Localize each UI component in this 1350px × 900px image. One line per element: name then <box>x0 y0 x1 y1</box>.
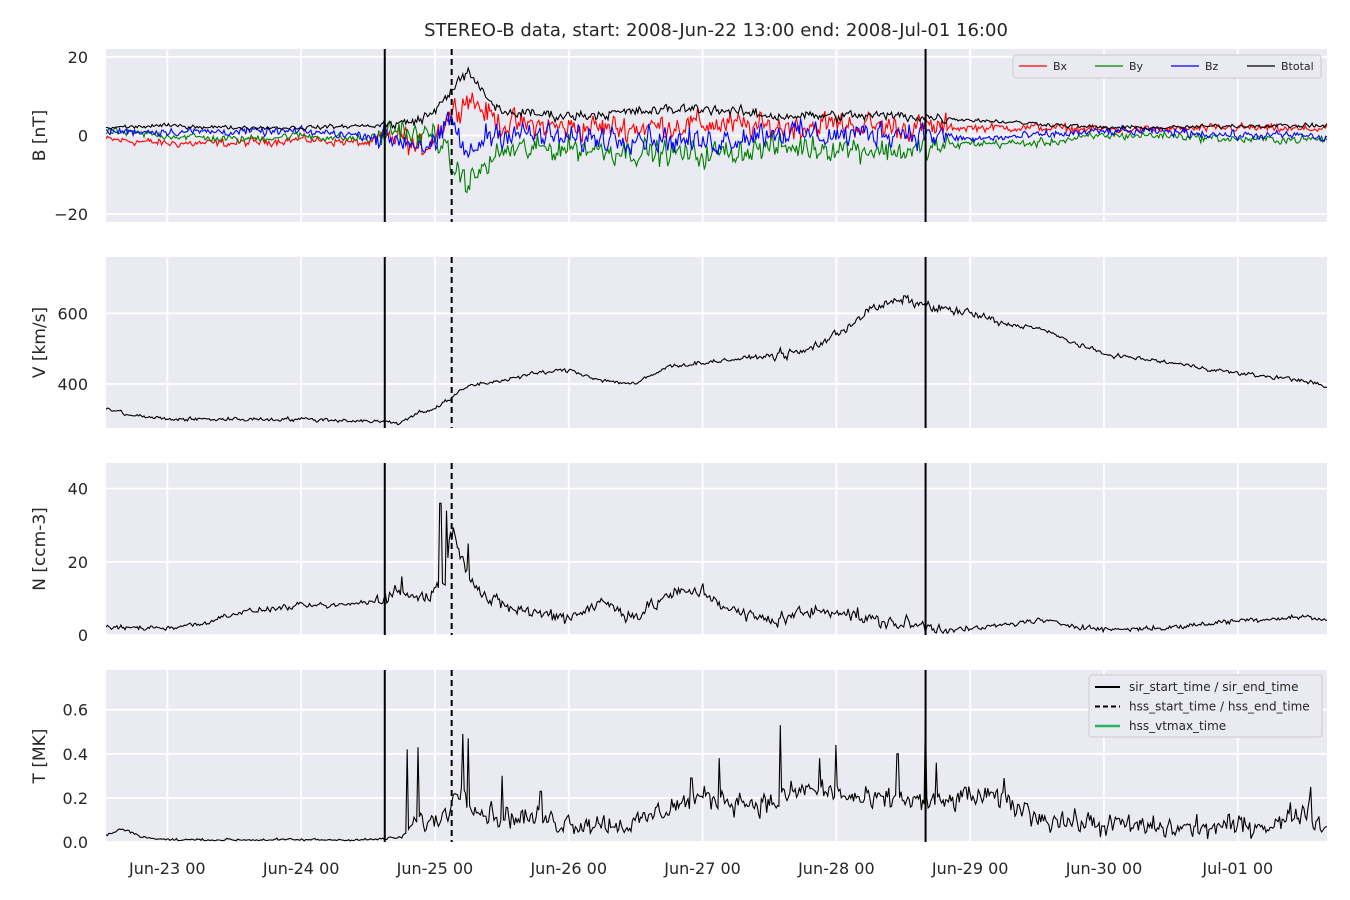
y-axis-label: V [km/s] <box>30 307 50 378</box>
y-tick-label: 600 <box>57 304 88 323</box>
y-tick-label: 0 <box>78 626 88 645</box>
legend-label: Btotal <box>1281 60 1314 73</box>
x-tick-label: Jun-25 00 <box>396 859 474 878</box>
y-tick-label: 0.2 <box>63 789 88 808</box>
panel-magnetic_field: −20 0 20 B [nT] Bx By Bz Btotal <box>30 48 1327 224</box>
legend-label: Bz <box>1205 60 1219 73</box>
x-tick-label: Jun-28 00 <box>797 859 875 878</box>
y-tick-label: 20 <box>68 553 88 572</box>
series-line-density <box>106 502 1327 635</box>
y-tick-label: 0.6 <box>63 701 88 720</box>
series-line-speed <box>106 294 1327 426</box>
series-line-by <box>106 120 1327 194</box>
x-tick-label: Jun-24 00 <box>262 859 340 878</box>
y-axis-label: T [MK] <box>30 729 50 785</box>
x-tick-label: Jun-29 00 <box>931 859 1009 878</box>
y-tick-label: 20 <box>68 48 88 67</box>
y-tick-label: 0.0 <box>63 833 88 852</box>
legend-label: Bx <box>1053 60 1068 73</box>
y-tick-label: 0.4 <box>63 745 88 764</box>
legend-label: sir_start_time / sir_end_time <box>1129 680 1299 694</box>
panel-background <box>106 463 1327 635</box>
legend-label: hss_vtmax_time <box>1129 719 1226 733</box>
x-tick-label: Jun-26 00 <box>529 859 607 878</box>
y-tick-label: 0 <box>78 127 88 146</box>
series-line-btotal <box>106 66 1327 131</box>
y-axis-label: B [nT] <box>30 110 50 162</box>
panel-speed: 400 600 V [km/s] <box>30 257 1327 428</box>
x-tick-label: Jul-01 00 <box>1201 859 1273 878</box>
y-tick-label: 40 <box>68 480 88 499</box>
x-tick-label: Jun-23 00 <box>128 859 206 878</box>
legend-box <box>1088 674 1323 738</box>
panel-density: 0 20 40 N [ccm-3] <box>30 463 1327 645</box>
x-tick-label: Jun-27 00 <box>663 859 741 878</box>
y-axis-label: N [ccm-3] <box>30 507 50 591</box>
panels: −20 0 20 B [nT] Bx By Bz Btotal 400 600 V [km/s] 0 2… <box>30 48 1327 878</box>
series-line-bz <box>106 111 1327 159</box>
y-tick-label: −20 <box>54 205 88 224</box>
legend-box <box>1012 54 1322 79</box>
legend-label: hss_start_time / hss_end_time <box>1129 700 1310 714</box>
y-tick-label: 400 <box>57 375 88 394</box>
series-line-temperature <box>106 716 1327 842</box>
panel-temperature: 0.0 0.2 0.4 0.6 T [MK] sir_start_time / sir_e… <box>30 670 1327 878</box>
chart-title: STEREO-B data, start: 2008-Jun-22 13:00 … <box>424 20 1008 41</box>
x-tick-label: Jun-30 00 <box>1065 859 1143 878</box>
legend-label: By <box>1129 60 1144 73</box>
panel-background <box>106 257 1327 428</box>
